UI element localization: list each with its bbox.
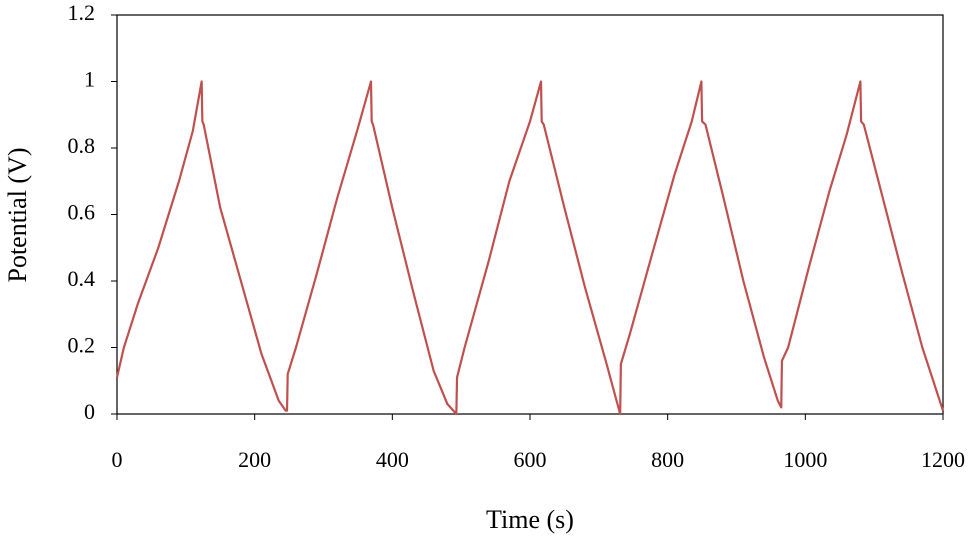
y-tick-label: 0.8	[68, 133, 96, 158]
x-tick-label: 0	[112, 447, 123, 472]
y-tick-label: 0.6	[68, 200, 96, 225]
x-tick-label: 200	[238, 447, 271, 472]
y-tick-label: 0.4	[68, 266, 96, 291]
y-tick-label: 0	[84, 399, 95, 424]
y-tick-label: 1	[84, 67, 95, 92]
x-tick-label: 1000	[783, 447, 827, 472]
plot-frame	[116, 14, 944, 415]
y-tick-label: 0.2	[68, 333, 96, 358]
x-axis-title: Time (s)	[486, 505, 574, 534]
y-tick-label: 1.2	[68, 0, 96, 25]
data-line	[115, 80, 945, 416]
x-tick-label: 400	[376, 447, 409, 472]
x-tick-label: 1200	[921, 447, 965, 472]
y-axis-title: Potential (V)	[3, 147, 32, 282]
x-tick-label: 800	[651, 447, 684, 472]
x-tick-label: 600	[514, 447, 547, 472]
